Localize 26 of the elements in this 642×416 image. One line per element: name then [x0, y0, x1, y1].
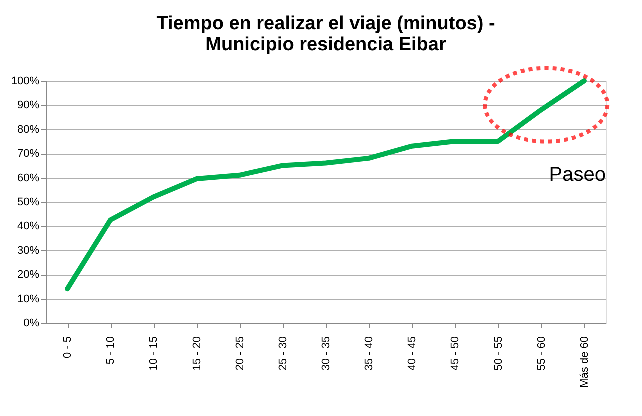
x-tick-label: 20 - 25	[234, 336, 246, 371]
y-tick-label: 20%	[17, 269, 40, 282]
y-tick-label: 10%	[17, 293, 40, 306]
y-tick-label: 70%	[17, 148, 40, 160]
x-tick-label: 15 - 20	[191, 336, 204, 371]
y-tick-label: 90%	[17, 100, 40, 112]
x-tick-label: 55 - 60	[536, 336, 548, 371]
y-tick-label: 60%	[17, 172, 40, 184]
y-tick-label: 40%	[17, 220, 40, 233]
y-tick-label: 0%	[24, 318, 40, 330]
x-tick-label: 35 - 40	[364, 336, 376, 371]
x-tick-label: 50 - 55	[492, 336, 505, 371]
x-tick-label: 40 - 45	[406, 336, 419, 371]
chart-title: Tiempo en realizar el viaje (minutos) - Municipio residencia Eibar	[156, 13, 496, 56]
y-tick-label: 100%	[11, 76, 40, 88]
x-tick-label: 0 - 5	[62, 336, 74, 359]
x-tick-label: 25 - 30	[277, 336, 290, 371]
x-tick-label: 45 - 50	[450, 336, 462, 371]
x-tick-label: 5 - 10	[105, 336, 118, 365]
x-tick-label: 30 - 35	[320, 336, 332, 371]
y-tick-label: 80%	[17, 124, 40, 136]
x-tick-label: 10 - 15	[148, 336, 160, 371]
y-tick-label: 30%	[17, 244, 40, 257]
annotation: Paseo	[549, 164, 606, 186]
x-tick-label: Más de 60	[578, 336, 591, 388]
y-tick-label: 50%	[17, 196, 40, 208]
